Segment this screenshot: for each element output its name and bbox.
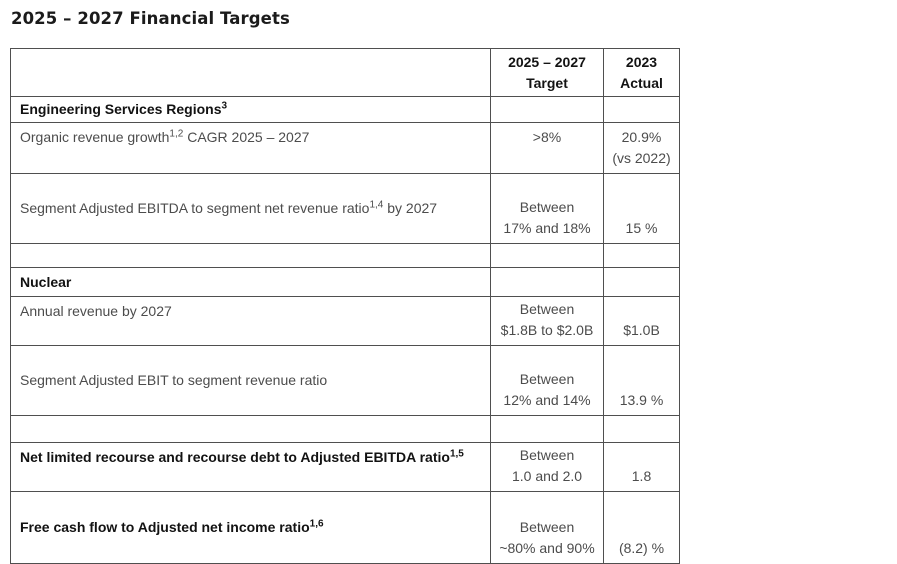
header-actual-line1: 2023 <box>625 53 658 70</box>
footnote-ref: 3 <box>221 100 228 112</box>
row-label: Nuclear <box>20 273 72 290</box>
target-cell: Between 1.0 and 2.0 <box>490 442 604 492</box>
row-label: Free cash flow to Adjusted net income ra… <box>20 519 310 535</box>
table-row-net-debt-ratio: Net limited recourse and recourse debt t… <box>10 442 680 492</box>
target-value-line1: Between <box>519 301 575 317</box>
row-label-after: CAGR 2025 – 2027 <box>183 129 310 145</box>
table-row-free-cash-flow-ratio: Free cash flow to Adjusted net income ra… <box>10 491 680 564</box>
row-label-cell <box>10 243 491 268</box>
row-label-cell: Net limited recourse and recourse debt t… <box>10 442 491 492</box>
target-cell: Between ~80% and 90% <box>490 491 604 564</box>
header-cell-target: 2025 – 2027 Target <box>490 48 604 97</box>
actual-value-line1: $1.0B <box>623 322 660 338</box>
table-row-organic-revenue-growth: Organic revenue growth1,2 CAGR 2025 – 20… <box>10 122 680 174</box>
target-value-line1: >8% <box>532 129 562 145</box>
target-cell <box>490 243 604 268</box>
header-target-line1: 2025 – 2027 <box>508 53 586 70</box>
actual-cell: 15 % <box>603 173 680 244</box>
row-label: Engineering Services Regions <box>20 101 222 117</box>
target-value-line1: Between <box>519 371 575 387</box>
footnote-ref: 1,2 <box>169 128 184 140</box>
row-label-cell: Annual revenue by 2027 <box>10 296 491 346</box>
actual-cell: $1.0B <box>603 296 680 346</box>
header-target-line2: Target <box>526 74 568 91</box>
table-row-engineering-services: Engineering Services Regions3 <box>10 96 680 123</box>
actual-cell: 1.8 <box>603 442 680 492</box>
footnote-ref: 1,6 <box>309 518 324 530</box>
row-label: Net limited recourse and recourse debt t… <box>20 449 450 465</box>
row-label-cell: Engineering Services Regions3 <box>10 96 491 123</box>
actual-cell <box>603 243 680 268</box>
row-label: Organic revenue growth <box>20 129 170 145</box>
target-value-line2: ~80% and 90% <box>499 540 595 556</box>
target-cell <box>490 267 604 297</box>
footnote-ref: 1,4 <box>369 199 384 211</box>
table-row-segment-ebitda-ratio: Segment Adjusted EBITDA to segment net r… <box>10 173 680 244</box>
target-value-line1: Between <box>519 199 575 215</box>
footnote-ref: 1,5 <box>449 448 464 460</box>
row-label: Segment Adjusted EBITDA to segment net r… <box>20 200 370 216</box>
actual-cell: (8.2) % <box>603 491 680 564</box>
actual-value-line1: 13.9 % <box>619 392 664 408</box>
table-row-nuclear: Nuclear <box>10 267 680 297</box>
page-title: 2025 – 2027 Financial Targets <box>11 9 290 28</box>
target-value-line1: Between <box>519 519 575 535</box>
target-value-line2: 12% and 14% <box>503 392 591 408</box>
actual-cell: 20.9% (vs 2022) <box>603 122 680 174</box>
row-label-cell: Segment Adjusted EBIT to segment revenue… <box>10 345 491 416</box>
table-row-blank <box>10 415 680 443</box>
row-label-cell: Segment Adjusted EBITDA to segment net r… <box>10 173 491 244</box>
row-label-cell: Free cash flow to Adjusted net income ra… <box>10 491 491 564</box>
actual-value-line1: 1.8 <box>631 468 652 484</box>
target-cell: >8% <box>490 122 604 174</box>
header-actual-line2: Actual <box>620 74 663 91</box>
target-value-line2: 1.0 and 2.0 <box>511 468 583 484</box>
target-value-line1: Between <box>519 447 575 463</box>
table-row-blank <box>10 243 680 268</box>
target-cell: Between 17% and 18% <box>490 173 604 244</box>
actual-cell <box>603 96 680 123</box>
actual-cell <box>603 415 680 443</box>
row-label-cell <box>10 415 491 443</box>
target-value-line2: $1.8B to $2.0B <box>500 322 594 338</box>
actual-value-line1: 20.9% <box>621 129 662 145</box>
target-cell: Between $1.8B to $2.0B <box>490 296 604 346</box>
financial-targets-table: 2025 – 2027 Target 2023 Actual Engineeri… <box>10 48 680 564</box>
table-row-annual-revenue: Annual revenue by 2027 Between $1.8B to … <box>10 296 680 346</box>
row-label-cell: Organic revenue growth1,2 CAGR 2025 – 20… <box>10 122 491 174</box>
actual-cell: 13.9 % <box>603 345 680 416</box>
table-row-segment-ebit-ratio: Segment Adjusted EBIT to segment revenue… <box>10 345 680 416</box>
header-cell-label <box>10 48 491 97</box>
header-row: 2025 – 2027 Target 2023 Actual <box>10 48 680 97</box>
actual-value-line1: 15 % <box>625 220 658 236</box>
header-cell-actual: 2023 Actual <box>603 48 680 97</box>
target-value-line2: 17% and 18% <box>503 220 591 236</box>
target-cell <box>490 415 604 443</box>
row-label-after: by 2027 <box>383 200 438 216</box>
target-cell: Between 12% and 14% <box>490 345 604 416</box>
actual-cell <box>603 267 680 297</box>
row-label-cell: Nuclear <box>10 267 491 297</box>
actual-value-line2: (vs 2022) <box>612 150 671 166</box>
actual-value-line1: (8.2) % <box>618 540 665 556</box>
target-cell <box>490 96 604 123</box>
row-label: Annual revenue by 2027 <box>20 303 172 319</box>
row-label: Segment Adjusted EBIT to segment revenue… <box>20 372 328 388</box>
